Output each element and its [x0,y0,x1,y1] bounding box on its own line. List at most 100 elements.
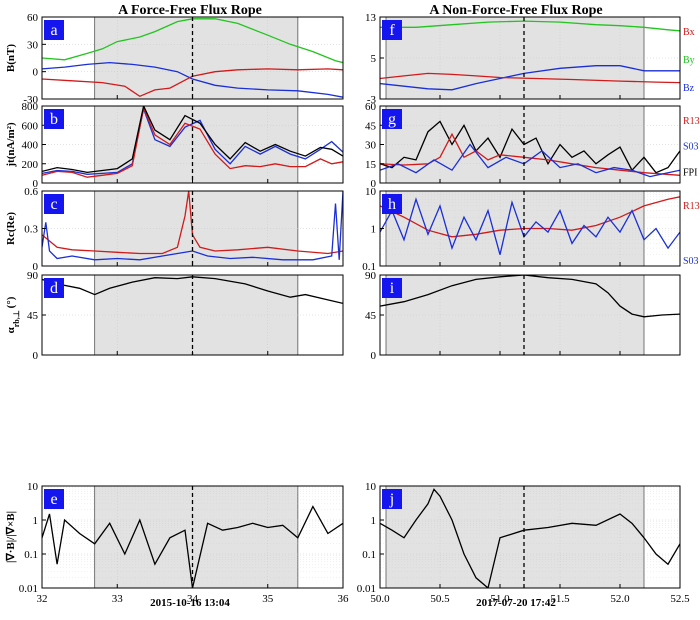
xtick-label: 52.0 [610,593,630,605]
ytick-label: -3 [367,94,377,106]
panel-label-bg [44,489,64,509]
ytick-label: 0 [371,350,377,362]
ytick-label: 30 [365,140,377,152]
panel-label: a [50,22,57,39]
xtick-label: 34 [187,593,199,605]
ytick-label: 0.1 [362,549,376,561]
series-line-red [42,191,343,255]
series-line-red [380,196,680,238]
panel-f: -3 5 13 f Bx By Bz [365,12,695,106]
ytick-label: 10 [27,481,39,493]
panel-label: e [50,491,57,508]
ytick-label: 0 [33,67,39,79]
xtick-label: 32 [37,593,48,605]
ytick-label: 90 [27,270,39,282]
xtick-label: 52.5 [670,593,690,605]
panel-label-bg [382,489,402,509]
xtick-label: 35 [262,593,274,605]
panel-g: 0 15 30 45 60 g R13 S03 FPI [365,101,700,190]
ytick-label: 15 [365,159,377,171]
series-line-black [42,276,343,305]
panel-b: 0 200 400 600 800 jt(nA/m²) b [5,101,344,190]
xtick-label: 33 [112,593,124,605]
ytick-label: 5 [371,53,377,65]
panel-label: j [389,491,394,508]
ytick-label: 0.01 [357,583,376,595]
ytick-label: 10 [365,481,377,493]
xtick-label: 50.5 [430,593,450,605]
xlabel-right: 2017-07-20 17:42 [476,597,556,609]
series-line-green [42,18,343,64]
ytick-label: 10 [365,186,377,198]
panel-label: c [50,196,57,213]
panel-label: h [388,196,396,213]
title-right: A Non-Force-Free Flux Rope [429,3,602,18]
ytick-label: 0.1 [362,261,376,273]
ytick-label: 45 [365,310,377,322]
ytick-label: -30 [23,94,38,106]
ytick-label: 90 [365,270,377,282]
series-line-blue [42,191,343,261]
panel-label: d [50,280,58,297]
panel-label-bg [382,278,402,298]
series-line-black [380,275,680,318]
series-line-blue [380,143,680,178]
ytick-label: 200 [22,159,39,171]
ytick-label: 600 [22,120,39,132]
legend-by: By [683,55,695,66]
series-line-blue [380,65,680,91]
ytick-label: 1 [371,224,377,236]
ytick-label: 0 [371,178,377,190]
series-line-green [380,20,680,32]
panel-label: b [50,111,58,128]
series-line-black [380,488,680,588]
series-line-black [42,106,343,174]
panel-label-bg [44,278,64,298]
shaded-interval [385,485,645,589]
ytick-label: 13 [365,12,377,24]
legend-s03: S03 [683,256,699,267]
ytick-label: 30 [27,39,39,51]
legend-r13: R13 [683,201,700,212]
legend-bx: Bx [683,27,695,38]
panel-label-bg [382,109,402,129]
panel-label-bg [44,20,64,40]
ytick-label: 0 [33,350,39,362]
panel-label: f [389,22,395,39]
panel-label-bg [382,194,402,214]
ylabel: jt(nA/m²) [5,122,17,168]
xlabel-left: 2015-10-16 13:04 [150,597,230,609]
xtick-label: 51.5 [550,593,570,605]
xtick-label: 50.0 [370,593,390,605]
xtick-label: 51.0 [490,593,510,605]
panel-label: i [390,280,395,297]
series-line-black [380,120,680,174]
ytick-label: 45 [27,310,39,322]
ylabel: Rc(Re) [5,212,17,245]
series-line-red [380,72,680,84]
series-line-red [42,68,343,98]
ytick-label: 0.3 [24,224,38,236]
legend-s03: S03 [683,142,699,153]
panel-a: -30 0 30 60 B(nT) a [5,12,344,106]
ytick-label: 0 [33,178,39,190]
panel-label-bg [44,109,64,129]
ytick-label: 45 [365,120,377,132]
shaded-interval [94,274,299,356]
ylabel: αrb,⊥(°) [5,296,21,333]
ylabel: B(nT) [5,44,17,72]
ytick-label: 1 [33,515,39,527]
panel-j: 0.01 0.1 1 10 50.0 50.5 51.0 51.5 52.0 52.5 j [357,481,690,605]
legend-bz: Bz [683,83,695,94]
xtick-label: 36 [338,593,350,605]
ytick-label: 0.1 [24,549,38,561]
panel-label: g [388,111,396,128]
panel-h: 0.1 1 10 h R13 S03 [362,186,699,273]
title-left: A Force-Free Flux Rope [118,3,262,18]
legend-r13: R13 [683,116,700,127]
series-line-blue [380,197,680,255]
panel-label-bg [382,20,402,40]
series-line-black [42,505,343,588]
panel-i: 0 45 90 i [365,270,681,362]
